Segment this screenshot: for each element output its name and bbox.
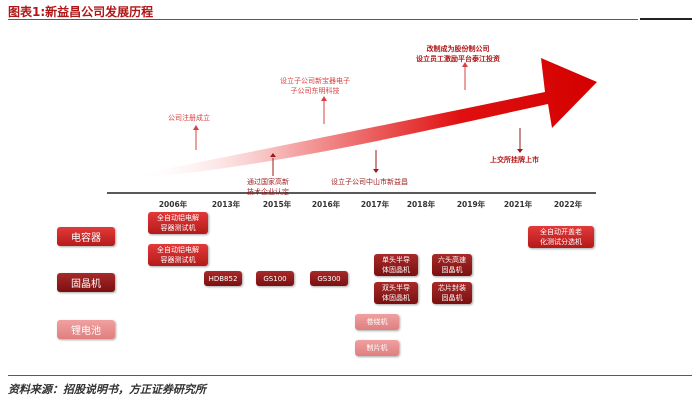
title-rule-accent <box>640 18 692 20</box>
product-hdb852: HDB852 <box>204 271 242 286</box>
year-label: 2016年 <box>311 200 341 209</box>
product-six-head-die-bonder: 六头高速 固晶机 <box>432 254 472 276</box>
category-lithium: 锂电池 <box>57 320 115 339</box>
annotation-joint-stock: 改制成为股份制公司 设立员工激励平台泰江投资 <box>416 45 500 63</box>
product-aging-sorter-2022: 全自动开盖老 化测试分选机 <box>528 226 594 248</box>
annotation-subsidiary-zhongshan: 设立子公司中山市新益昌 <box>331 178 408 186</box>
product-capacitor-tester-2006a: 全自动铝电解 容器测试机 <box>148 212 208 234</box>
connector-lines <box>195 66 466 150</box>
product-double-head-die-bonder: 双头半导 体固晶机 <box>374 282 418 304</box>
figure-title: 图表1:新益昌公司发展历程 <box>8 5 154 19</box>
category-die-bonder: 固晶机 <box>57 273 115 292</box>
annotation-subsidiary-dongming: 设立子公司新宝器电子 子公司东明科技 <box>280 77 350 95</box>
annotation-registered: 公司注册成立 <box>168 114 210 122</box>
arrowhead-listing <box>517 149 523 153</box>
connector-lines-down <box>272 128 521 176</box>
product-capacitor-tester-2006b: 全自动铝电解 容器测试机 <box>148 244 208 266</box>
product-winding-machine: 卷绕机 <box>355 314 399 330</box>
year-label: 2018年 <box>406 200 436 209</box>
arrowhead-hightech <box>270 153 276 157</box>
annotation-national-hightech: 通过国家高新 技术企业认定 <box>247 178 289 196</box>
product-sheet-machine: 制片机 <box>355 340 399 356</box>
year-label: 2019年 <box>456 200 486 209</box>
product-chip-package-die-bonder: 芯片封装 固晶机 <box>432 282 472 304</box>
year-label: 2021年 <box>503 200 533 209</box>
title-rule <box>8 19 638 20</box>
year-label: 2013年 <box>211 200 241 209</box>
year-label: 2015年 <box>262 200 292 209</box>
growth-arrow <box>140 58 597 178</box>
arrowhead-joint-stock <box>462 62 468 67</box>
year-label: 2017年 <box>360 200 390 209</box>
source-rule <box>8 375 692 376</box>
arrowheads <box>193 62 523 173</box>
product-gs100: GS100 <box>256 271 294 286</box>
category-capacitor: 电容器 <box>57 227 115 246</box>
arrowhead-registered <box>193 125 199 130</box>
arrowhead-zhongshan <box>373 169 379 173</box>
product-gs300: GS300 <box>310 271 348 286</box>
annotation-listing: 上交所挂牌上市 <box>490 156 539 164</box>
year-label: 2022年 <box>553 200 583 209</box>
product-single-head-die-bonder: 单头半导 体固晶机 <box>374 254 418 276</box>
source-note: 资料来源：招股说明书，方正证券研究所 <box>8 383 206 396</box>
arrowhead-dongming <box>321 96 327 101</box>
year-label: 2006年 <box>158 200 188 209</box>
